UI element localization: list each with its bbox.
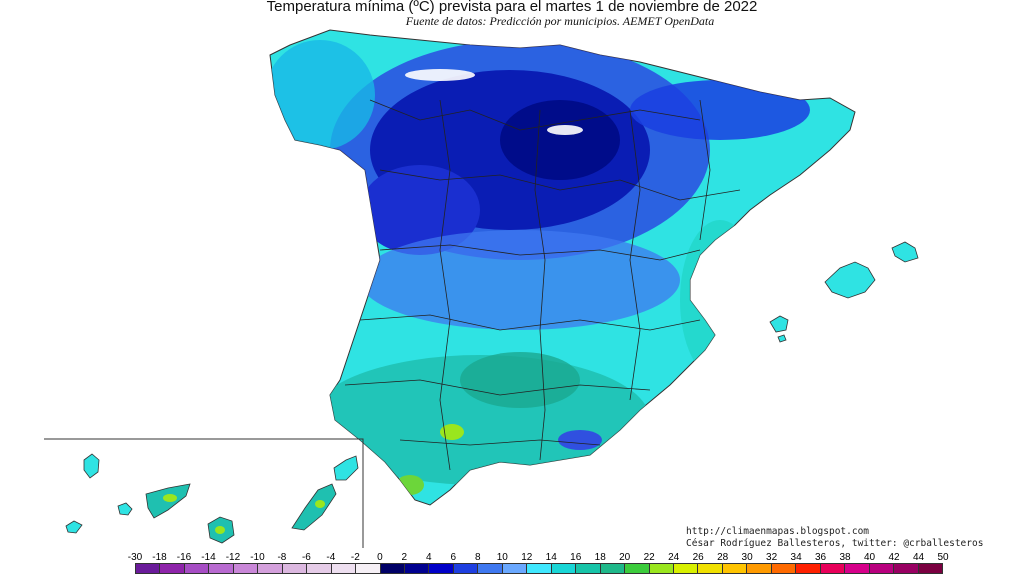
- map-title: Temperatura mínima (ºC) prevista para el…: [266, 0, 758, 15]
- zone-galicia: [270, 40, 375, 150]
- legend-swatch: [478, 564, 503, 573]
- credit-url[interactable]: http://climaenmapas.blogspot.com: [686, 526, 870, 537]
- peninsula: [269, 29, 856, 506]
- legend-swatch: [649, 564, 674, 573]
- legend-swatch: [307, 564, 332, 573]
- zone-snow-2: [547, 125, 583, 135]
- legend-swatch: [600, 564, 626, 573]
- legend-swatch: [747, 564, 772, 573]
- legend-swatch: [551, 564, 577, 573]
- legend-swatch: [722, 564, 748, 573]
- legend-swatch: [404, 564, 430, 573]
- zone-green-guadalquivir: [460, 352, 580, 408]
- legend-swatch: [453, 564, 479, 573]
- legend-swatch: [331, 564, 357, 573]
- legend-swatch: [894, 564, 919, 573]
- legend-swatch: [625, 564, 650, 573]
- legend-swatch: [869, 564, 895, 573]
- province-borders: [344, 99, 741, 471]
- legend-swatch: [820, 564, 846, 573]
- zone-snow-1: [405, 69, 475, 81]
- legend-swatch: [576, 564, 601, 573]
- legend-swatch: [698, 564, 723, 573]
- legend-swatch: [184, 564, 210, 573]
- legend-swatch: [771, 564, 797, 573]
- legend-swatch: [258, 564, 283, 573]
- map-subtitle: Fuente de datos: Predicción por municipi…: [405, 14, 715, 28]
- canary-inset: [44, 438, 364, 548]
- zone-east-coast: [680, 220, 760, 380]
- zone-medium-blue-west: [360, 165, 480, 255]
- legend-swatch: [527, 564, 552, 573]
- legend-swatch: [918, 564, 942, 573]
- legend-swatch: [380, 564, 405, 573]
- zone-yellowgreen-spot: [440, 424, 464, 440]
- zone-blue-east: [630, 80, 810, 140]
- legend-colorbar: [135, 563, 943, 574]
- legend-swatch: [209, 564, 234, 573]
- legend-swatch: [233, 564, 259, 573]
- credit-author: César Rodríguez Ballesteros, twitter: @c…: [686, 538, 984, 549]
- legend-swatch: [160, 564, 185, 573]
- legend-swatch: [673, 564, 699, 573]
- legend-swatch: [282, 564, 308, 573]
- zone-green-cadiz: [396, 475, 424, 495]
- zone-light-blue-central: [360, 230, 680, 330]
- zone-blue-sierra-nevada: [558, 430, 602, 450]
- legend-swatch: [429, 564, 454, 573]
- balearic-islands: [769, 241, 919, 343]
- legend-swatch: [502, 564, 528, 573]
- legend-swatch: [845, 564, 870, 573]
- legend-swatch: [136, 564, 161, 573]
- legend-swatch: [356, 564, 381, 573]
- legend-swatch: [796, 564, 821, 573]
- zone-darkest-blue: [500, 100, 620, 180]
